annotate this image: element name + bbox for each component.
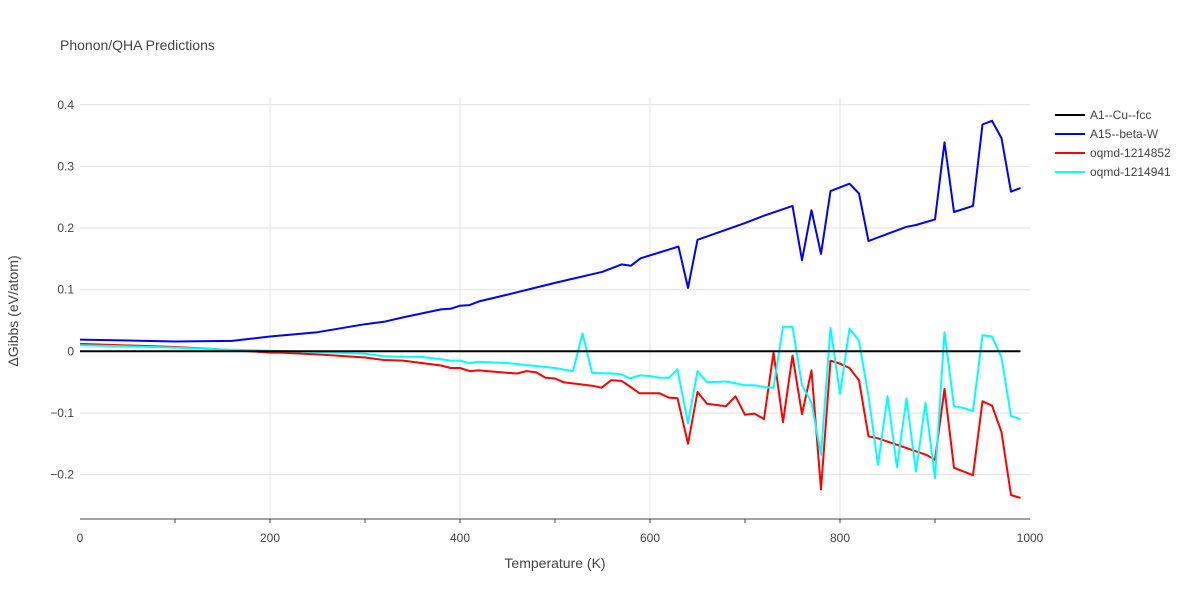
y-tick-label: −0.1 — [50, 406, 74, 420]
x-tick-label: 400 — [450, 531, 470, 545]
legend-item[interactable]: A1--Cu--fcc — [1055, 108, 1151, 122]
x-tick-label: 800 — [830, 531, 850, 545]
legend-label: oqmd-1214941 — [1090, 165, 1171, 179]
tick-labels: 0 200 400 600 800 1000 −0.2 −0.1 0 0.1 0.2 0.3 0.4 — [50, 98, 1043, 545]
x-tick-label: 0 — [77, 531, 84, 545]
legend-item[interactable]: oqmd-1214941 — [1055, 165, 1171, 179]
y-tick-label: 0.3 — [57, 159, 74, 173]
x-tick-label: 200 — [260, 531, 280, 545]
x-tick-label: 600 — [640, 531, 660, 545]
x-tick-label: 1000 — [1017, 531, 1044, 545]
y-tick-label: 0.4 — [57, 98, 74, 112]
chart-title: Phonon/QHA Predictions — [60, 37, 215, 53]
legend-label: oqmd-1214852 — [1090, 146, 1171, 160]
legend: A1--Cu--fcc A15--beta-W oqmd-1214852 oqmd-1… — [1055, 108, 1171, 179]
y-tick-label: −0.2 — [50, 468, 74, 482]
legend-item[interactable]: oqmd-1214852 — [1055, 146, 1171, 160]
y-tick-label: 0.1 — [57, 283, 74, 297]
y-tick-label: 0 — [67, 344, 74, 358]
grid — [80, 98, 1030, 519]
legend-label: A15--beta-W — [1090, 127, 1159, 141]
y-axis-label: ΔGibbs (eV/atom) — [5, 255, 21, 366]
legend-label: A1--Cu--fcc — [1090, 108, 1151, 122]
y-tick-label: 0.2 — [57, 221, 74, 235]
x-axis-label: Temperature (K) — [504, 555, 605, 571]
series-line-oqmd-1214852[interactable] — [79, 342, 1021, 499]
series-line-A15--beta-W[interactable] — [79, 119, 1021, 343]
legend-item[interactable]: A15--beta-W — [1055, 127, 1159, 141]
series-line-oqmd-1214941[interactable] — [79, 325, 1021, 480]
plot-area[interactable] — [79, 119, 1021, 499]
